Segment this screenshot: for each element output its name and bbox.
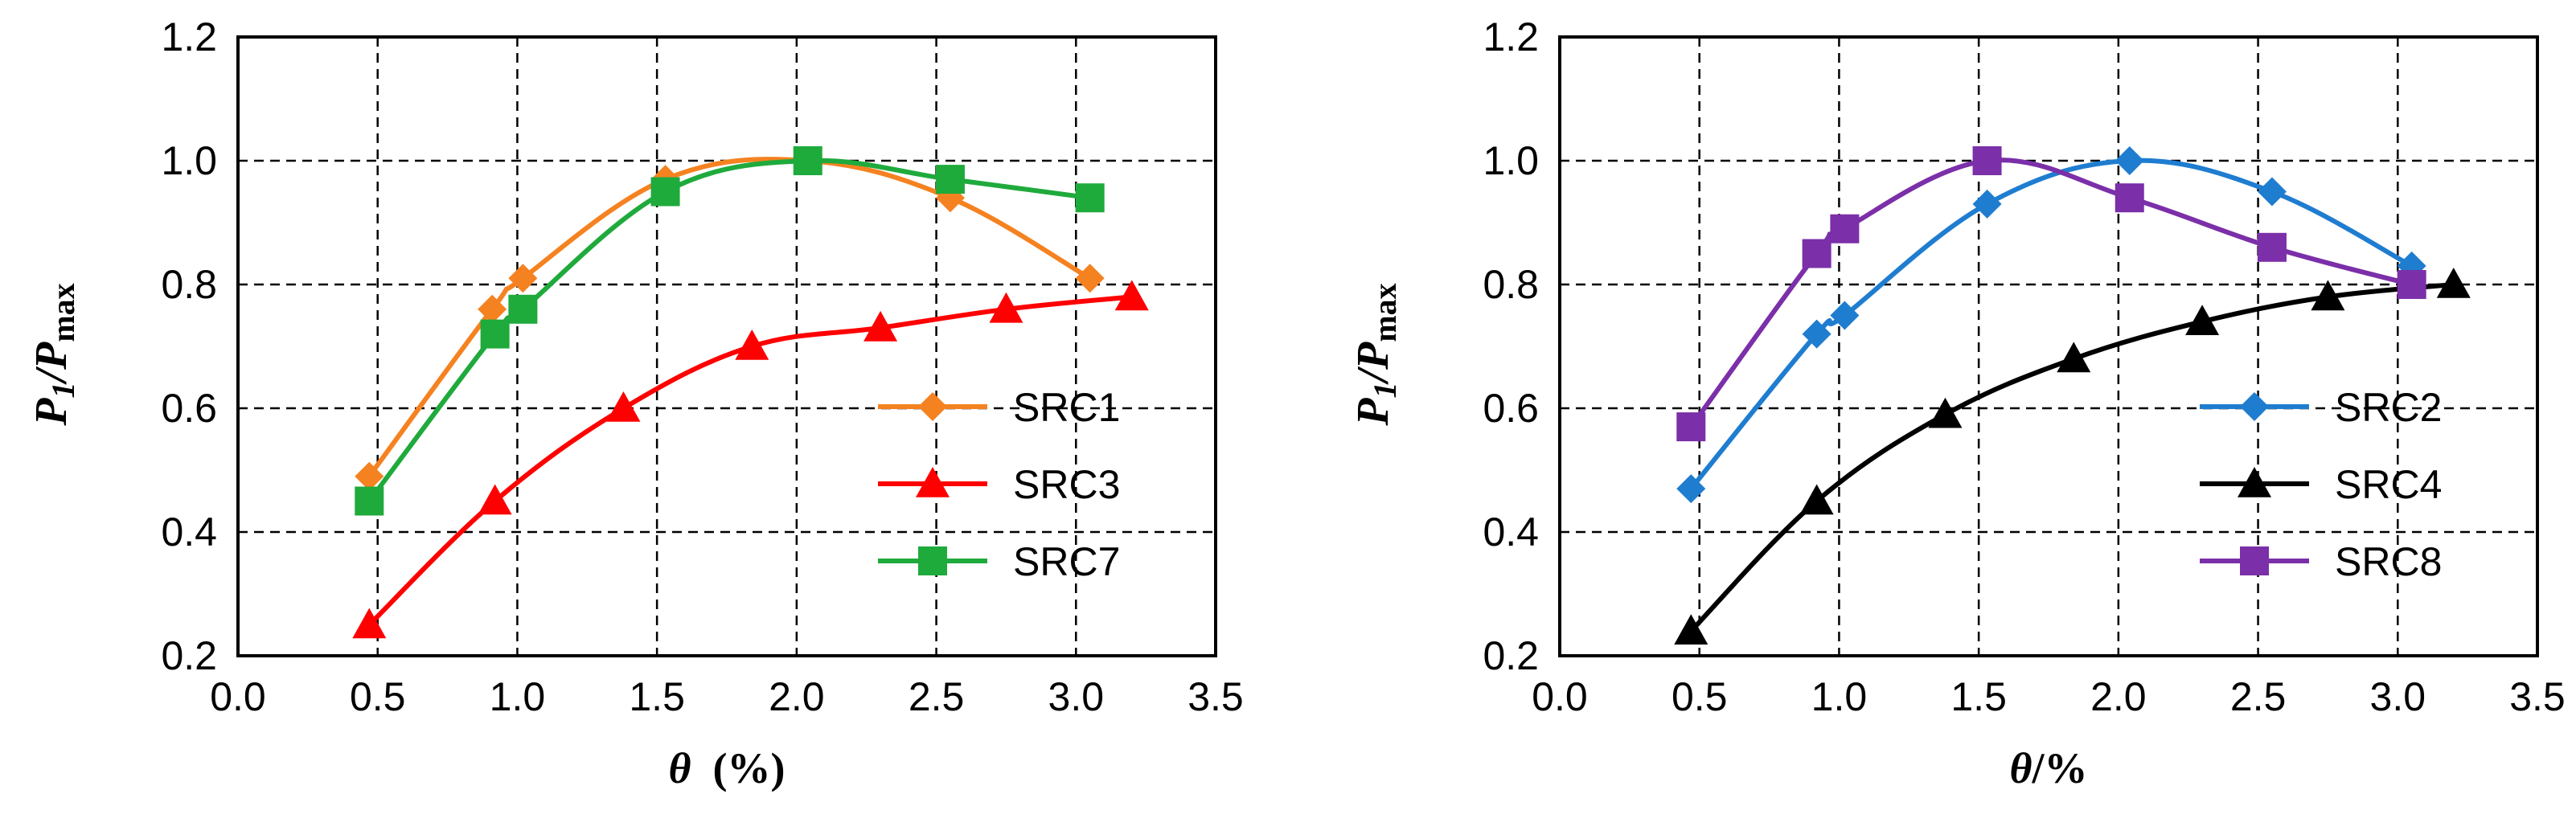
data-point-src4 — [2436, 268, 2471, 298]
y-tick-label: 0.2 — [1483, 633, 1539, 678]
y-tick-label: 0.6 — [1483, 386, 1539, 431]
data-point-src2 — [1802, 319, 1832, 349]
legend-label-src4: SRC4 — [2335, 462, 2442, 507]
legend-label-src8: SRC8 — [2335, 539, 2442, 584]
tick-labels-right: 0.0 0.5 1.0 1.5 2.0 2.5 3.0 3.5 0.2 0.4 0.6 0.8 1.0 1… — [1483, 14, 2565, 719]
data-point-src4 — [1799, 484, 1834, 515]
data-point-src8 — [1676, 412, 1706, 442]
y-tick-label: 0.4 — [1483, 510, 1539, 555]
series-line-src1 — [367, 157, 1092, 478]
legend-label-src1: SRC1 — [1013, 385, 1120, 430]
data-point-src7 — [935, 165, 965, 194]
data-point-src4 — [1928, 397, 1963, 428]
legend-left: SRC1 SRC3 SRC7 — [878, 385, 1120, 584]
legend-marker-src4 — [2238, 467, 2271, 497]
series-layer-left — [352, 146, 1149, 639]
data-point-src8 — [2257, 232, 2287, 262]
x-tick-label: 3.0 — [2370, 674, 2426, 719]
y-tick-label: 0.8 — [1483, 262, 1539, 307]
data-point-src8 — [1830, 214, 1860, 244]
data-point-src8 — [1972, 146, 2002, 175]
data-point-src3 — [478, 484, 512, 515]
chart-right: 0.0 0.5 1.0 1.5 2.0 2.5 3.0 3.5 0.2 0.4 0.6 0.8 1.0 1… — [1348, 14, 2566, 792]
x-tick-label: 0.5 — [1672, 674, 1728, 719]
data-point-src3 — [606, 391, 641, 422]
plot-frame-left — [236, 35, 1217, 657]
y-tick-label: 1.2 — [161, 14, 217, 59]
legend-label-src3: SRC3 — [1013, 462, 1120, 507]
x-tick-label: 1.0 — [490, 674, 546, 719]
x-tick-label: 2.0 — [769, 674, 825, 719]
legend-marker-src1 — [918, 392, 947, 421]
x-axis-label-right: θ/% — [2009, 744, 2087, 792]
data-point-src2 — [1972, 189, 2002, 219]
data-point-src2 — [2257, 177, 2287, 207]
data-point-src4 — [1674, 614, 1708, 645]
data-point-src1 — [355, 461, 384, 491]
y-tick-label: 0.4 — [161, 510, 217, 555]
data-point-src7 — [793, 146, 822, 175]
y-tick-label: 0.6 — [161, 386, 217, 431]
legend-marker-src3 — [916, 467, 950, 497]
y-axis-label-left: P1/Pmax — [27, 283, 81, 426]
x-tick-label: 2.5 — [2230, 674, 2287, 719]
data-point-src4 — [2185, 305, 2220, 335]
data-point-src7 — [650, 177, 680, 207]
series-line-src8 — [1688, 158, 2413, 428]
x-axis-label-left: θ (%) — [669, 744, 786, 792]
x-tick-label: 0.0 — [1532, 674, 1588, 719]
y-tick-label: 1.2 — [1483, 14, 1539, 59]
data-point-src2 — [2115, 146, 2144, 175]
x-tick-label: 1.0 — [1811, 674, 1868, 719]
tick-labels-left: 0.0 0.5 1.0 1.5 2.0 2.5 3.0 3.5 0.2 0.4 0.6 0.8 1.0 1… — [161, 14, 1243, 719]
x-tick-label: 1.5 — [1950, 674, 2007, 719]
y-tick-label: 1.0 — [1483, 138, 1539, 183]
data-point-src7 — [355, 486, 384, 516]
data-point-src1 — [1075, 264, 1105, 293]
series-layer-right — [1674, 146, 2471, 645]
y-tick-label: 1.0 — [161, 138, 217, 183]
data-point-src7 — [480, 319, 510, 349]
data-point-src1 — [508, 264, 538, 293]
y-tick-label: 0.8 — [161, 262, 217, 307]
data-point-src3 — [863, 310, 898, 342]
x-tick-label: 1.5 — [629, 674, 685, 719]
x-tick-label: 3.0 — [1048, 674, 1105, 719]
legend-marker-src8 — [2240, 546, 2269, 575]
legend-marker-src7 — [918, 546, 947, 575]
data-point-src4 — [2057, 342, 2091, 373]
x-tick-label: 0.5 — [350, 674, 406, 719]
series-line-src2 — [1688, 158, 2414, 490]
data-point-src2 — [1830, 301, 1860, 330]
data-point-src2 — [1676, 474, 1706, 504]
data-point-src7 — [1075, 183, 1105, 213]
legend-marker-src2 — [2240, 392, 2269, 421]
data-point-src1 — [478, 294, 507, 324]
x-tick-label: 3.5 — [1188, 674, 1244, 719]
x-tick-label: 2.5 — [909, 674, 965, 719]
data-point-src8 — [2115, 183, 2144, 213]
plot-frame-right — [1558, 35, 2539, 657]
data-point-src8 — [2397, 270, 2426, 299]
data-point-src8 — [1802, 239, 1832, 268]
y-axis-label-right: P1/Pmax — [1348, 283, 1403, 426]
x-tick-label: 3.5 — [2509, 674, 2566, 719]
y-tick-label: 0.2 — [161, 633, 217, 678]
data-point-src3 — [989, 292, 1023, 323]
legend-label-src2: SRC2 — [2335, 385, 2442, 430]
chart-left: 0.0 0.5 1.0 1.5 2.0 2.5 3.0 3.5 0.2 0.4 0.6 0.8 1.0 1… — [27, 14, 1244, 792]
x-tick-label: 2.0 — [2090, 674, 2147, 719]
data-point-src7 — [508, 294, 538, 324]
legend-label-src7: SRC7 — [1013, 539, 1120, 584]
data-point-src3 — [735, 329, 769, 360]
data-point-src4 — [2311, 280, 2345, 311]
data-point-src3 — [1114, 280, 1149, 311]
legend-right: SRC2 SRC4 SRC8 — [2200, 385, 2442, 584]
data-point-src3 — [352, 608, 387, 639]
x-tick-label: 0.0 — [210, 674, 266, 719]
